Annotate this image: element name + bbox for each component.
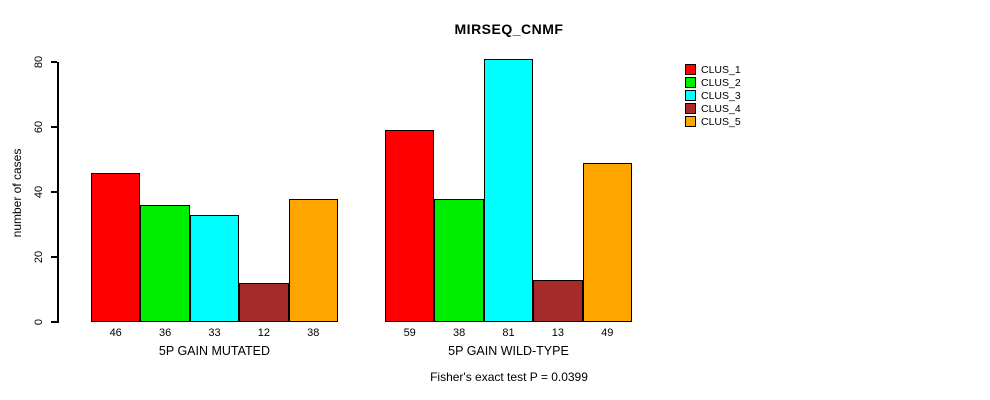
footer-annotation: Fisher's exact test P = 0.0399	[430, 370, 588, 384]
bar-clus_1	[91, 172, 141, 322]
y-tick	[51, 321, 57, 323]
bar-clus_5	[582, 162, 632, 322]
chart-title: MIRSEQ_CNMF	[454, 21, 564, 37]
bar-value-label: 36	[158, 327, 172, 339]
bar-value-label: 46	[109, 327, 122, 339]
legend-swatch	[685, 90, 696, 101]
bar-value-label: 33	[208, 327, 221, 339]
legend-label: CLUS_4	[701, 103, 741, 115]
bar-clus_5	[288, 198, 338, 322]
bar-clus_1	[385, 130, 435, 322]
y-tick-label: 0	[33, 318, 45, 326]
bar-value-label: 38	[307, 327, 320, 339]
legend-swatch	[685, 103, 696, 114]
bar-value-label: 49	[601, 327, 614, 339]
bar-value-label: 59	[403, 327, 416, 339]
y-axis-label: number of cases	[10, 148, 24, 238]
bar-value-label: 38	[452, 327, 466, 339]
bar-value-label: 13	[551, 327, 564, 339]
legend-swatch	[685, 77, 696, 88]
y-tick	[51, 191, 57, 193]
bar-clus_3	[189, 214, 240, 322]
bar-clus_2	[140, 205, 190, 322]
bar-value-label: 12	[257, 327, 270, 339]
legend-label: CLUS_3	[701, 90, 741, 102]
y-tick	[51, 256, 57, 258]
bar-clus_4	[533, 279, 583, 322]
y-tick	[51, 61, 57, 63]
y-tick	[51, 126, 57, 128]
legend-label: CLUS_5	[701, 116, 741, 128]
bar-value-label: 81	[502, 327, 515, 339]
legend-label: CLUS_2	[701, 77, 741, 89]
y-axis-line	[57, 62, 59, 323]
legend-swatch	[685, 116, 696, 127]
legend-label: CLUS_1	[701, 64, 741, 76]
y-tick-label: 60	[33, 120, 45, 134]
bar-clus_2	[434, 198, 484, 322]
bar-clus_3	[483, 58, 534, 322]
group-label: 5P GAIN MUTATED	[158, 344, 271, 358]
y-tick-label: 80	[33, 55, 45, 69]
group-label: 5P GAIN WILD-TYPE	[448, 344, 569, 358]
y-tick-label: 40	[33, 185, 45, 199]
legend-swatch	[685, 64, 696, 75]
y-tick-label: 20	[33, 250, 45, 264]
bar-clus_4	[239, 283, 289, 322]
